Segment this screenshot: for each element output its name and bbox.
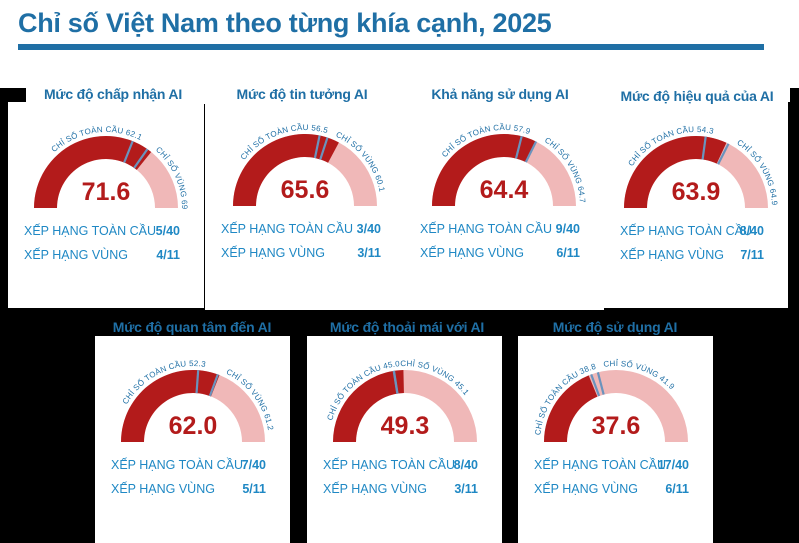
gauge-value: 71.6: [82, 178, 131, 206]
regional-rank-row: XẾP HẠNG VÙNG 5/11: [111, 482, 266, 496]
rank-label: XẾP HẠNG TOÀN CẦU: [111, 458, 243, 472]
gauge-card: CHỈ SỐ TOÀN CẦU 57.9 CHỈ SỐ VÙNG 64.7 64.4…: [404, 100, 604, 310]
rank-label: XẾP HẠNG VÙNG: [111, 482, 215, 496]
regional-rank-row: XẾP HẠNG VÙNG 3/11: [221, 246, 381, 260]
gauge-value: 37.6: [591, 412, 640, 440]
global-rank-row: XẾP HẠNG TOÀN CẦU 8/40: [620, 224, 764, 238]
rank-label: XẾP HẠNG TOÀN CẦU: [24, 224, 156, 238]
rank-value: 17/40: [657, 458, 689, 472]
regional-rank-row: XẾP HẠNG VÙNG 4/11: [24, 248, 180, 262]
rank-value: 6/11: [665, 482, 689, 496]
global-rank-row: XẾP HẠNG TOÀN CẦU 17/40: [534, 458, 689, 472]
gauge-card: CHỈ SỐ TOÀN CẦU 45.0 CHỈ SỐ VÙNG 45.1 49.3…: [307, 336, 502, 543]
gauge-value: 49.3: [380, 412, 429, 440]
gauge-title: Mức độ sử dụng AI: [552, 319, 678, 335]
rank-value: 9/40: [555, 222, 580, 236]
gauge-title: Mức độ hiệu quả của AI: [620, 88, 774, 104]
regional-rank-row: XẾP HẠNG VÙNG 3/11: [323, 482, 478, 496]
gauge-chart: CHỈ SỐ TOÀN CẦU 56.5 CHỈ SỐ VÙNG 60.165.6: [233, 122, 386, 206]
rank-label: XẾP HẠNG VÙNG: [24, 248, 128, 262]
rank-value: 3/11: [357, 246, 381, 260]
gauge-card: CHỈ SỐ TOÀN CẦU 56.5 CHỈ SỐ VÙNG 60.1 65.6…: [205, 100, 405, 310]
gauge-value: 63.9: [672, 178, 721, 206]
title-strip: [26, 88, 206, 104]
rank-value: 5/40: [155, 224, 180, 238]
global-index-marker: [313, 135, 321, 159]
global-index-marker: [589, 374, 600, 397]
gauge-value-arc: [332, 370, 404, 442]
gauge-value-arc: [34, 136, 152, 208]
gauge-title: Mức độ thoải mái với AI: [329, 319, 485, 335]
gauge-chart: CHỈ SỐ TOÀN CẦU 38.8 CHỈ SỐ VÙNG 41.937.6: [533, 359, 688, 442]
global-rank-row: XẾP HẠNG TOÀN CẦU 5/40: [24, 224, 180, 238]
regional-index-marker: [717, 143, 730, 165]
gauge-card: CHỈ SỐ TOÀN CẦU 38.8 CHỈ SỐ VÙNG 41.9 37.6…: [518, 336, 713, 543]
rank-value: 5/11: [242, 482, 266, 496]
regional-rank-row: XẾP HẠNG VÙNG 6/11: [420, 246, 580, 260]
header: Chỉ số Việt Nam theo từng khía cạnh, 202…: [0, 0, 799, 88]
gauge-chart: CHỈ SỐ TOÀN CẦU 45.0 CHỈ SỐ VÙNG 45.149.3: [325, 359, 477, 442]
gauge-card: CHỈ SỐ TOÀN CẦU 62.1 CHỈ SỐ VÙNG 69.5 71.6…: [8, 102, 204, 308]
rank-value: 7/40: [241, 458, 266, 472]
rank-label: XẾP HẠNG TOÀN CẦU: [620, 224, 752, 238]
gauge-value: 65.6: [281, 176, 330, 204]
global-index-marker: [123, 140, 134, 163]
gauge-value-arc: [543, 375, 597, 442]
global-rank-row: XẾP HẠNG TOÀN CẦU 7/40: [111, 458, 266, 472]
rank-value: 7/11: [740, 248, 764, 262]
title-rule: [18, 44, 764, 50]
rank-label: XẾP HẠNG TOÀN CẦU: [534, 458, 666, 472]
title-strip: [604, 88, 790, 102]
gauge-title: Mức độ quan tâm đến AI: [112, 319, 272, 335]
title-strip: [404, 88, 604, 100]
page-title: Chỉ số Việt Nam theo từng khía cạnh, 202…: [18, 8, 552, 38]
gauge-title: Mức độ tin tưởng AI: [236, 86, 368, 102]
gauge-card: CHỈ SỐ TOÀN CẦU 54.3 CHỈ SỐ VÙNG 64.9 63.9…: [604, 102, 788, 308]
rank-value: 3/11: [454, 482, 478, 496]
regional-index-marker: [319, 137, 329, 160]
regional-rank-row: XẾP HẠNG VÙNG 6/11: [534, 482, 689, 496]
rank-value: 6/11: [556, 246, 580, 260]
gauge-value: 64.4: [480, 176, 529, 204]
global-index-marker: [194, 370, 199, 394]
rank-value: 4/11: [156, 248, 180, 262]
rank-label: XẾP HẠNG TOÀN CẦU: [323, 458, 455, 472]
gauge-value: 62.0: [168, 412, 217, 440]
rank-label: XẾP HẠNG VÙNG: [620, 248, 724, 262]
regional-index-marker: [392, 370, 399, 394]
rank-value: 8/40: [739, 224, 764, 238]
regional-index-marker: [208, 374, 219, 397]
gauge-value-arc: [233, 134, 339, 206]
gauge-card: CHỈ SỐ TOÀN CẦU 52.3 CHỈ SỐ VÙNG 61.2 62.0…: [95, 336, 290, 543]
gauge-value-arc: [624, 136, 727, 208]
regional-index-marker: [133, 148, 149, 169]
regional-rank-row: XẾP HẠNG VÙNG 7/11: [620, 248, 764, 262]
global-index-marker: [701, 136, 707, 160]
rank-label: XẾP HẠNG VÙNG: [534, 482, 638, 496]
rank-label: XẾP HẠNG TOÀN CẦU: [420, 222, 552, 236]
global-index-marker: [514, 135, 523, 159]
gauge-value-arc: [432, 133, 536, 206]
global-rank-row: XẾP HẠNG TOÀN CẦU 8/40: [323, 458, 478, 472]
gauge-title: Mức độ chấp nhận AI: [43, 86, 183, 102]
rank-label: XẾP HẠNG VÙNG: [420, 246, 524, 260]
title-strip: [204, 88, 404, 100]
gauge-value-arc: [120, 370, 220, 442]
rank-label: XẾP HẠNG VÙNG: [221, 246, 325, 260]
rank-value: 3/40: [356, 222, 381, 236]
rank-value: 8/40: [453, 458, 478, 472]
global-rank-row: XẾP HẠNG TOÀN CẦU 3/40: [221, 222, 381, 236]
rank-label: XẾP HẠNG VÙNG: [323, 482, 427, 496]
gauge-title: Khả năng sử dụng AI: [431, 86, 569, 102]
rank-label: XẾP HẠNG TOÀN CẦU: [221, 222, 353, 236]
regional-index-marker: [524, 141, 538, 163]
regional-index-marker: [596, 372, 605, 395]
global-rank-row: XẾP HẠNG TOÀN CẦU 9/40: [420, 222, 580, 236]
